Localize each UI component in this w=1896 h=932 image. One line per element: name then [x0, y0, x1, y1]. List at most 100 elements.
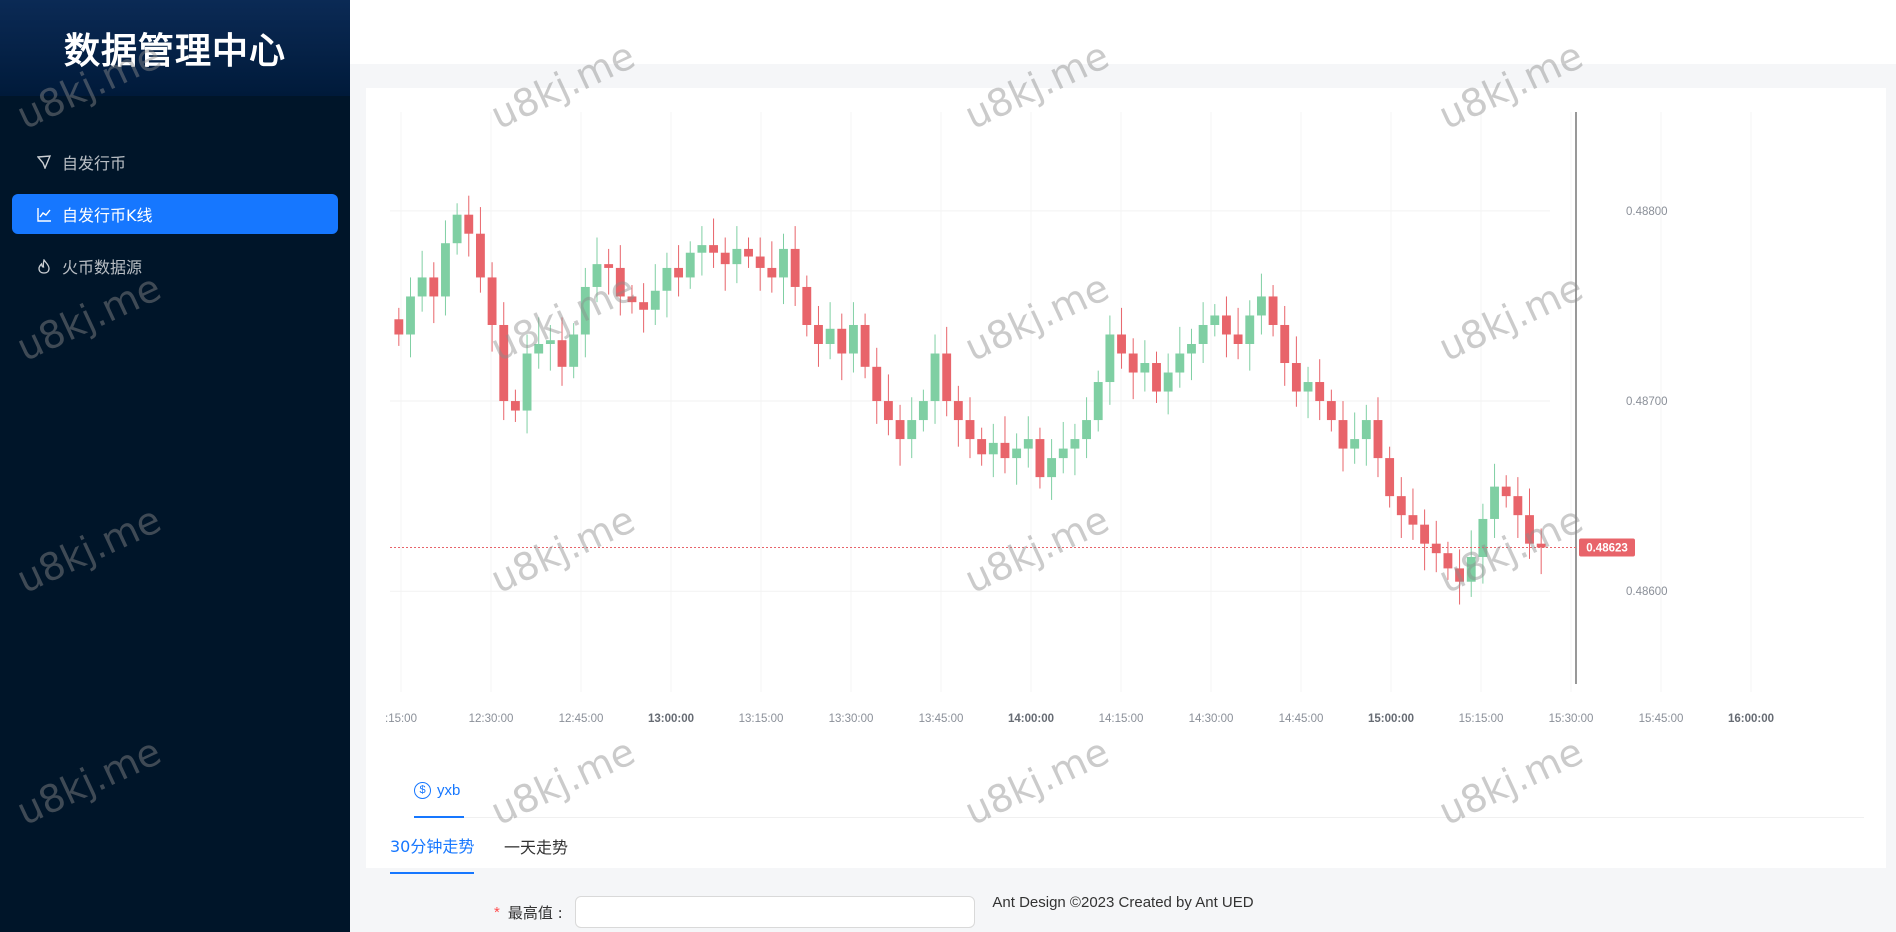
candle-body — [1058, 448, 1068, 459]
x-tick-label: 13:45:00 — [919, 713, 964, 725]
candle-body — [522, 353, 532, 411]
x-tick-label: 12:45:00 — [559, 713, 604, 725]
candle-body — [1373, 420, 1383, 459]
candle-body — [1175, 353, 1185, 373]
tab-one-day-trend[interactable]: 一天走势 — [504, 818, 568, 874]
candle-body — [592, 264, 602, 287]
candle-body — [475, 233, 485, 278]
candle-body — [639, 302, 649, 310]
candle-body — [1187, 344, 1196, 354]
max-value-label: 最高值 : — [507, 903, 563, 922]
max-value-input[interactable] — [574, 896, 975, 928]
candle-body — [1385, 458, 1395, 497]
candle-body — [1070, 439, 1080, 449]
candle-body — [417, 277, 427, 297]
last-price-tag — [1579, 538, 1635, 557]
x-tick-label: 14:00:00 — [1008, 713, 1054, 725]
sidebar-item-huobi-data-source[interactable]: 火币数据源 — [12, 246, 338, 286]
candle-body — [1035, 439, 1045, 478]
candle-body — [790, 248, 800, 287]
candle-body — [825, 328, 835, 344]
candle-body — [1536, 543, 1546, 548]
tab-label: yxb — [437, 781, 461, 799]
y-tick-label: 0.48800 — [1626, 206, 1668, 218]
candle-body — [988, 442, 998, 455]
candle-body — [1513, 496, 1523, 516]
candle-body — [615, 267, 625, 297]
candle-body — [394, 319, 404, 335]
y-tick-label: 0.48700 — [1626, 396, 1668, 408]
x-tick-label: 15:45:00 — [1639, 713, 1684, 725]
x-tick-label: 14:15:00 — [1099, 713, 1144, 725]
candle-body — [977, 439, 987, 455]
x-tick-label: 13:15:00 — [739, 713, 784, 725]
sidebar-item-self-issued-coin[interactable]: 自发行币 — [12, 142, 338, 182]
candle-body — [895, 420, 905, 440]
tab-30min-trend[interactable]: 30分钟走势 — [390, 818, 475, 874]
footer: Ant Design ©2023 Created by Ant UED — [992, 894, 1254, 911]
candle-body — [1280, 324, 1290, 364]
x-tick-label: 15:30:00 — [1549, 713, 1594, 725]
x-tick-label: 14:30:00 — [1189, 713, 1234, 725]
candle-body — [1443, 553, 1453, 569]
logo: 数据管理中心 — [0, 0, 350, 96]
candle-body — [1466, 556, 1476, 582]
candle-body — [1163, 372, 1173, 392]
candle-body — [918, 401, 928, 421]
sidebar-item-label: 自发行币 — [62, 154, 127, 173]
candle-body — [732, 248, 742, 265]
candle-body — [837, 328, 847, 354]
candle-body — [907, 420, 917, 440]
candle-body — [1396, 496, 1406, 516]
candle-body — [406, 296, 415, 335]
candle-body — [930, 353, 940, 402]
fire-icon — [36, 258, 52, 274]
candle-body — [1093, 382, 1103, 421]
candle-body — [1256, 296, 1266, 316]
x-tick-label: 16:00:00 — [1728, 713, 1774, 725]
candle-body — [1326, 401, 1336, 421]
header — [350, 0, 1896, 64]
candle-body — [452, 214, 462, 244]
candle-body — [1303, 382, 1313, 392]
candle-body — [569, 334, 579, 367]
send-icon — [36, 154, 52, 170]
tab-label: 一天走势 — [504, 838, 569, 857]
candle-body — [779, 248, 788, 278]
candle-body — [662, 267, 672, 291]
candle-body — [1082, 420, 1091, 440]
candle-body — [487, 277, 497, 325]
candle-body — [814, 324, 823, 344]
app-title: 数据管理中心 — [63, 31, 286, 72]
kline-card: 0.48800 0.48700 0.48600:15:00 12:30:00 12:45… — [366, 88, 1886, 874]
candle-body — [464, 214, 474, 234]
sidebar-item-label: 火币数据源 — [62, 258, 143, 277]
sidebar: 数据管理中心 自发行币 自发行币K线 火币数据源 — [0, 0, 350, 932]
sidebar-item-self-issued-coin-kline[interactable]: 自发行币K线 — [12, 194, 338, 234]
candle-body — [1233, 334, 1243, 344]
candle-body — [1478, 518, 1488, 557]
candle-body — [802, 286, 812, 325]
candle-body — [1023, 439, 1033, 449]
candle-body — [1245, 315, 1255, 344]
candle-body — [674, 267, 684, 278]
x-tick-label: 15:15:00 — [1459, 713, 1504, 725]
candle-body — [1210, 315, 1220, 325]
x-tick-label: 15:00:00 — [1368, 713, 1414, 725]
candle-body — [849, 324, 858, 354]
x-tick-label: 14:45:00 — [1279, 713, 1324, 725]
candle-body — [1047, 458, 1057, 478]
x-tick-label: :15:00 — [385, 713, 417, 725]
candle-body — [1525, 515, 1534, 544]
candle-body — [953, 401, 963, 421]
x-tick-label: 13:30:00 — [829, 713, 874, 725]
candle-body — [1291, 363, 1301, 392]
candle-body — [1198, 324, 1208, 344]
candle-body — [767, 267, 777, 278]
kline-chart[interactable]: 0.48800 0.48700 0.48600:15:00 12:30:00 12:45… — [366, 88, 1886, 728]
candle-body — [1268, 296, 1278, 325]
tab-yxb[interactable]: $ yxb — [414, 764, 464, 818]
candle-body — [1420, 524, 1430, 544]
candle-body — [557, 340, 567, 367]
last-price-label: 0.48623 — [1586, 542, 1628, 554]
